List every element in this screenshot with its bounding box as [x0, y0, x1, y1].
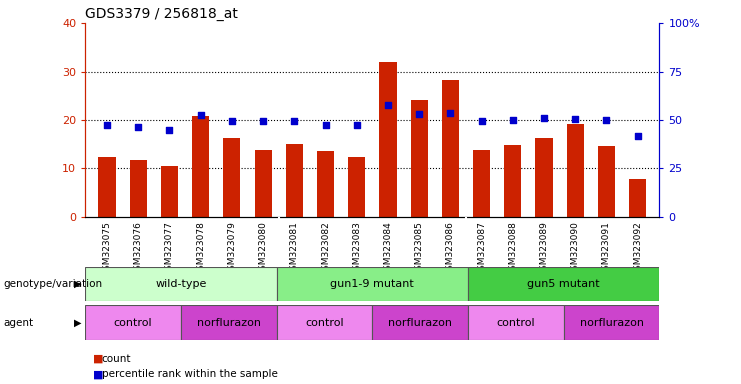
Bar: [442, 80, 459, 217]
Point: [288, 118, 300, 124]
Text: GSM323079: GSM323079: [227, 221, 236, 276]
Text: GSM323086: GSM323086: [446, 221, 455, 276]
Bar: [317, 151, 334, 217]
Bar: [629, 179, 646, 217]
Point: [101, 122, 113, 128]
Text: ▶: ▶: [74, 279, 82, 289]
Bar: [276, 305, 372, 340]
Text: GSM323077: GSM323077: [165, 221, 174, 276]
Bar: [468, 267, 659, 301]
Text: wild-type: wild-type: [156, 279, 207, 289]
Text: ■: ■: [93, 369, 103, 379]
Bar: [286, 144, 303, 217]
Point: [257, 118, 269, 124]
Bar: [85, 267, 276, 301]
Bar: [536, 138, 553, 217]
Text: norflurazon: norflurazon: [197, 318, 261, 328]
Text: norflurazon: norflurazon: [579, 318, 644, 328]
Text: GDS3379 / 256818_at: GDS3379 / 256818_at: [85, 7, 238, 21]
Point: [382, 103, 394, 109]
Text: GSM323084: GSM323084: [383, 221, 393, 276]
Bar: [85, 305, 181, 340]
Text: ▶: ▶: [74, 318, 82, 328]
Bar: [468, 305, 564, 340]
Text: GSM323088: GSM323088: [508, 221, 517, 276]
Text: count: count: [102, 354, 131, 364]
Bar: [564, 305, 659, 340]
Text: control: control: [114, 318, 153, 328]
Point: [600, 117, 612, 123]
Text: GSM323091: GSM323091: [602, 221, 611, 276]
Text: GSM323085: GSM323085: [415, 221, 424, 276]
Text: GSM323087: GSM323087: [477, 221, 486, 276]
Point: [319, 122, 331, 128]
Text: GSM323076: GSM323076: [134, 221, 143, 276]
Bar: [411, 99, 428, 217]
Text: GSM323080: GSM323080: [259, 221, 268, 276]
Point: [538, 115, 550, 121]
Bar: [99, 157, 116, 217]
Bar: [192, 116, 209, 217]
Text: gun1-9 mutant: gun1-9 mutant: [330, 279, 414, 289]
Point: [569, 116, 581, 122]
Text: control: control: [496, 318, 535, 328]
Text: agent: agent: [4, 318, 34, 328]
Point: [413, 111, 425, 117]
Text: GSM323075: GSM323075: [102, 221, 112, 276]
Point: [632, 133, 644, 139]
Point: [226, 118, 238, 124]
Bar: [181, 305, 276, 340]
Bar: [473, 150, 491, 217]
Text: gun5 mutant: gun5 mutant: [528, 279, 600, 289]
Text: GSM323082: GSM323082: [321, 221, 330, 276]
Point: [445, 110, 456, 116]
Text: percentile rank within the sample: percentile rank within the sample: [102, 369, 277, 379]
Text: GSM323090: GSM323090: [571, 221, 579, 276]
Point: [164, 127, 176, 133]
Bar: [504, 145, 522, 217]
Point: [133, 124, 144, 130]
Text: control: control: [305, 318, 344, 328]
Text: ■: ■: [93, 354, 103, 364]
Bar: [254, 150, 272, 217]
Bar: [372, 305, 468, 340]
Text: GSM323078: GSM323078: [196, 221, 205, 276]
Bar: [379, 62, 396, 217]
Point: [350, 122, 362, 128]
Bar: [598, 146, 615, 217]
Bar: [130, 160, 147, 217]
Point: [476, 118, 488, 124]
Text: GSM323089: GSM323089: [539, 221, 548, 276]
Bar: [276, 267, 468, 301]
Point: [195, 112, 207, 118]
Text: GSM323083: GSM323083: [352, 221, 362, 276]
Text: genotype/variation: genotype/variation: [4, 279, 103, 289]
Bar: [348, 157, 365, 217]
Bar: [567, 124, 584, 217]
Point: [507, 117, 519, 123]
Text: norflurazon: norflurazon: [388, 318, 452, 328]
Text: GSM323081: GSM323081: [290, 221, 299, 276]
Bar: [161, 166, 178, 217]
Bar: [223, 138, 241, 217]
Text: GSM323092: GSM323092: [633, 221, 642, 276]
